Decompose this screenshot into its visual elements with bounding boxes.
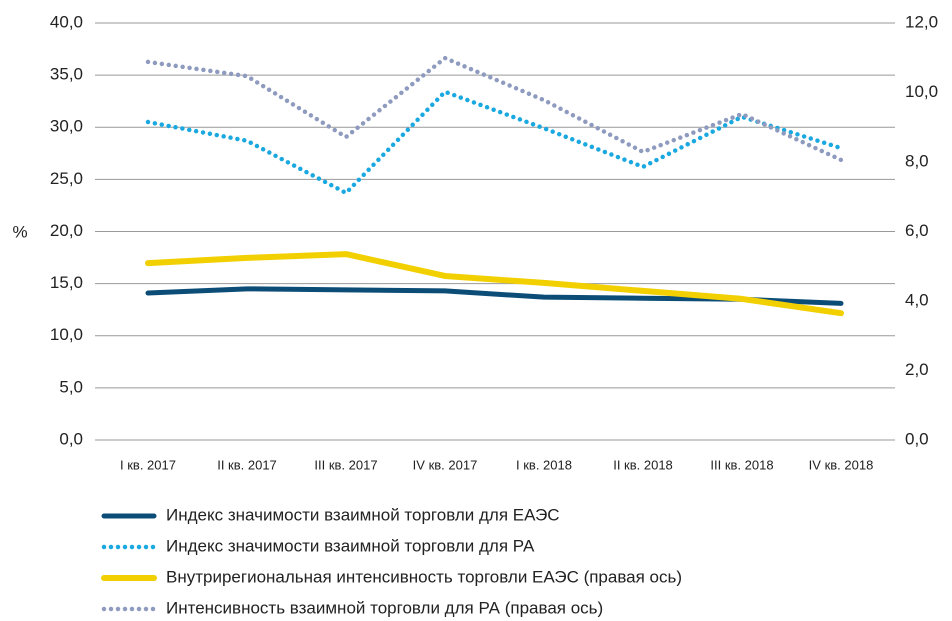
y-tick-label: 0,0	[59, 429, 83, 448]
x-tick-label: I кв. 2018	[516, 457, 572, 472]
x-tick-label: III кв. 2018	[710, 457, 773, 472]
x-tick-label: III кв. 2017	[314, 457, 377, 472]
y-tick-label: 10,0	[50, 325, 83, 344]
x-tick-label: IV кв. 2017	[413, 457, 478, 472]
y2-tick-label: 12,0	[905, 12, 938, 31]
y-tick-label: 30,0	[50, 117, 83, 136]
x-tick-label: II кв. 2017	[217, 457, 277, 472]
y-tick-label: 35,0	[50, 65, 83, 84]
series-line	[145, 89, 844, 196]
y-axis-label: %	[12, 222, 27, 241]
y-tick-label: 5,0	[59, 377, 83, 396]
y-tick-label: 15,0	[50, 273, 83, 292]
legend-label: Внутрирегиональная интенсивность торговл…	[166, 567, 682, 586]
x-tick-label: II кв. 2018	[613, 457, 673, 472]
y-tick-label: 25,0	[50, 169, 83, 188]
y-tick-label: 20,0	[50, 221, 83, 240]
x-tick-label: I кв. 2017	[120, 457, 176, 472]
series-line	[145, 251, 844, 317]
y-tick-label: 40,0	[50, 12, 83, 31]
y2-tick-label: 4,0	[905, 290, 929, 309]
legend-label: Индекс значимости взаимной торговли для …	[166, 505, 560, 524]
y2-tick-label: 0,0	[905, 429, 929, 448]
y2-tick-label: 6,0	[905, 221, 929, 240]
x-tick-label: IV кв. 2018	[809, 457, 874, 472]
legend-label: Интенсивность взаимной торговли для РА (…	[166, 598, 603, 617]
series-line	[145, 55, 844, 163]
legend-label: Индекс значимости взаимной торговли для …	[166, 536, 535, 555]
y2-tick-label: 2,0	[905, 360, 929, 379]
y2-tick-label: 8,0	[905, 151, 929, 170]
y2-tick-label: 10,0	[905, 82, 938, 101]
